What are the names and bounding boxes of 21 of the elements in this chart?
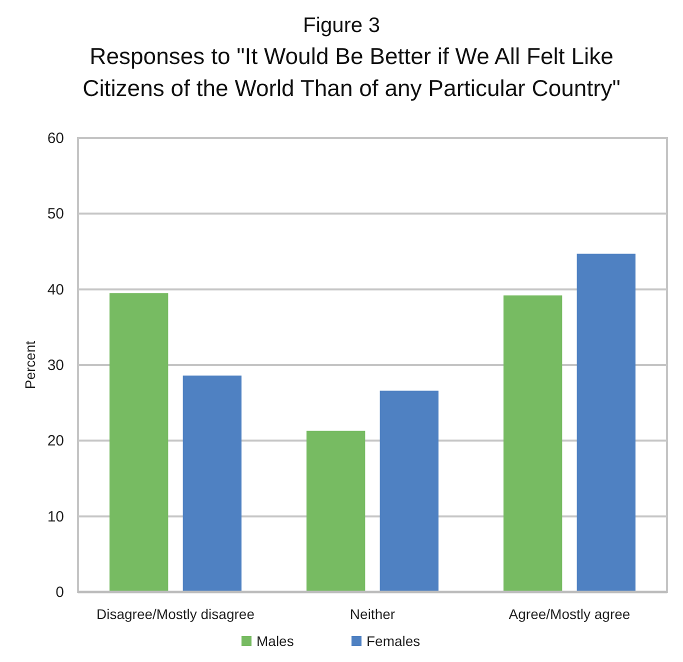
y-tick-label: 60 [47, 130, 64, 147]
bar [576, 254, 636, 592]
chart-subtitle: Responses to "It Would Be Better if We All Felt Like Citizens of the World Than of any Particular Country" [82, 43, 620, 101]
y-tick-label: 40 [47, 281, 64, 298]
legend-label: Males [256, 633, 294, 649]
y-tick-label: 0 [56, 584, 64, 601]
y-axis-title: Percent [22, 340, 38, 390]
legend-label: Females [366, 633, 420, 649]
x-tick-label: Agree/Mostly agree [508, 606, 630, 622]
chart-title: Figure 3 [302, 14, 380, 37]
bar [182, 376, 242, 592]
y-tick-label: 30 [47, 357, 64, 374]
y-tick-label: 10 [47, 508, 64, 526]
x-tick-label: Disagree/Mostly disagree [96, 606, 255, 622]
bar [380, 390, 438, 592]
bar [306, 430, 366, 592]
y-tick-label: 20 [47, 432, 64, 450]
bar [110, 293, 168, 592]
y-tick-label: 50 [47, 206, 64, 223]
x-tick-label: Neither [350, 606, 396, 622]
bar [504, 295, 562, 592]
